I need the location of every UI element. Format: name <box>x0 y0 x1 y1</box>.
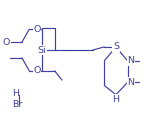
Text: S: S <box>113 42 119 51</box>
Text: O: O <box>3 38 10 47</box>
Text: O: O <box>33 25 41 34</box>
Text: O: O <box>33 66 41 75</box>
Text: Si: Si <box>38 46 46 55</box>
Text: H: H <box>12 90 19 98</box>
Text: N: N <box>128 56 135 65</box>
Text: N: N <box>128 78 135 87</box>
Text: H: H <box>112 95 120 104</box>
Text: Br: Br <box>12 100 23 109</box>
